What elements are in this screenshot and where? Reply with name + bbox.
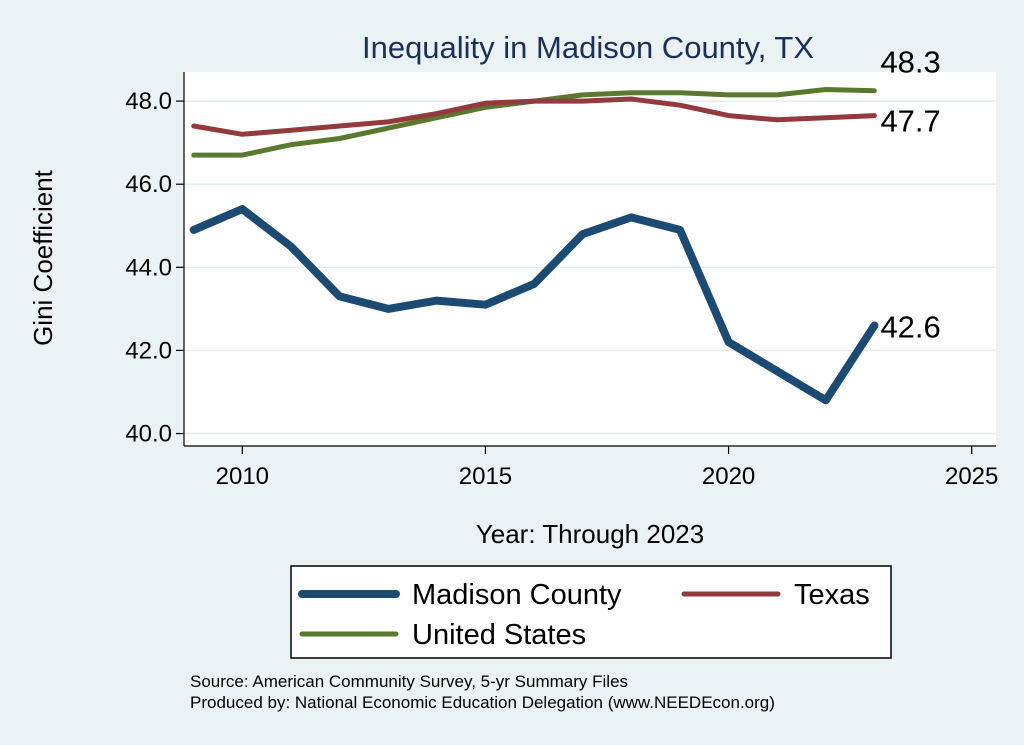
legend-label-madison-county: Madison County — [412, 579, 622, 611]
axes: 40.0 42.0 44.0 46.0 48.0 2010 2015 2020 2025 — [125, 72, 998, 490]
x-tick-label: 2020 — [702, 463, 755, 490]
end-label-madison-county: 42.6 — [880, 309, 940, 344]
legend-label-united-states: United States — [412, 619, 586, 651]
x-tick-label: 2010 — [216, 463, 269, 490]
legend-label-texas: Texas — [794, 579, 870, 611]
y-tick-label: 44.0 — [125, 254, 172, 281]
x-axis-title: Year: Through 2023 — [476, 519, 704, 549]
end-labels: 48.3 47.7 42.6 — [880, 45, 940, 345]
producer-note: Produced by: National Economic Education… — [190, 693, 775, 712]
x-tick-label: 2025 — [945, 463, 998, 490]
y-tick-label: 42.0 — [125, 337, 172, 364]
series-line-madison-county — [189, 205, 879, 405]
y-tick-label: 46.0 — [125, 171, 172, 198]
y-tick-label: 40.0 — [125, 421, 172, 448]
chart-title: Inequality in Madison County, TX — [362, 30, 814, 65]
end-label-texas: 47.7 — [880, 104, 940, 139]
series-line-texas — [191, 96, 877, 137]
series-lines — [189, 87, 879, 405]
gridlines — [184, 100, 996, 435]
source-note: Source: American Community Survey, 5-yr … — [190, 672, 628, 691]
plot-background — [184, 72, 996, 446]
y-axis-title: Gini Coefficient — [28, 169, 58, 346]
plot-area — [184, 72, 996, 446]
end-label-united-states: 48.3 — [880, 45, 940, 80]
legend: Madison County Texas United States — [290, 565, 892, 659]
legend-box — [290, 565, 892, 659]
x-tick-label: 2015 — [459, 463, 512, 490]
y-tick-label: 48.0 — [125, 88, 172, 115]
